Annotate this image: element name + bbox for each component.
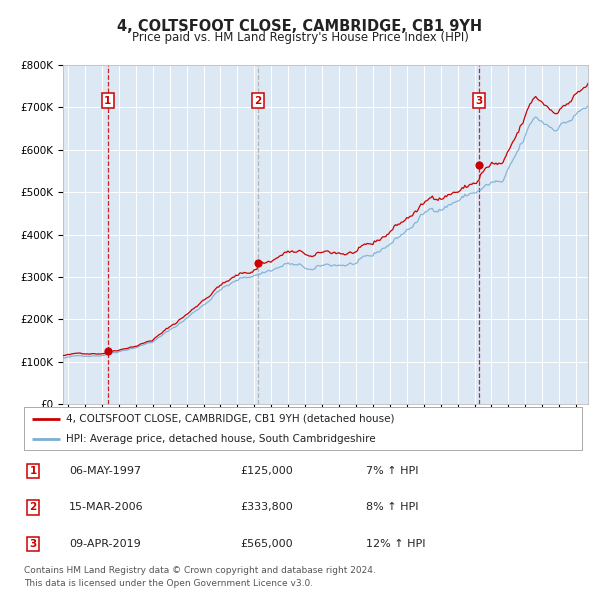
Text: 2: 2 (29, 503, 37, 512)
Text: 4, COLTSFOOT CLOSE, CAMBRIDGE, CB1 9YH: 4, COLTSFOOT CLOSE, CAMBRIDGE, CB1 9YH (118, 19, 482, 34)
Text: 1: 1 (104, 96, 112, 106)
Text: Contains HM Land Registry data © Crown copyright and database right 2024.
This d: Contains HM Land Registry data © Crown c… (24, 566, 376, 588)
Point (475, 160, 484, 169)
Text: £333,800: £333,800 (240, 503, 293, 512)
Text: 4, COLTSFOOT CLOSE, CAMBRIDGE, CB1 9YH (detached house): 4, COLTSFOOT CLOSE, CAMBRIDGE, CB1 9YH (… (66, 414, 394, 424)
Text: 1: 1 (29, 466, 37, 476)
Text: 8% ↑ HPI: 8% ↑ HPI (366, 503, 419, 512)
Text: Price paid vs. HM Land Registry's House Price Index (HPI): Price paid vs. HM Land Registry's House … (131, 31, 469, 44)
Text: 3: 3 (29, 539, 37, 549)
Text: 12% ↑ HPI: 12% ↑ HPI (366, 539, 425, 549)
Text: £125,000: £125,000 (240, 466, 293, 476)
Point (253, 258, 263, 267)
Text: 06-MAY-1997: 06-MAY-1997 (69, 466, 141, 476)
Text: 09-APR-2019: 09-APR-2019 (69, 539, 141, 549)
Text: 2: 2 (254, 96, 262, 106)
Point (103, 346, 113, 356)
Text: 15-MAR-2006: 15-MAR-2006 (69, 503, 143, 512)
Text: 7% ↑ HPI: 7% ↑ HPI (366, 466, 419, 476)
Text: HPI: Average price, detached house, South Cambridgeshire: HPI: Average price, detached house, Sout… (66, 434, 376, 444)
Text: 3: 3 (475, 96, 483, 106)
Text: £565,000: £565,000 (240, 539, 293, 549)
